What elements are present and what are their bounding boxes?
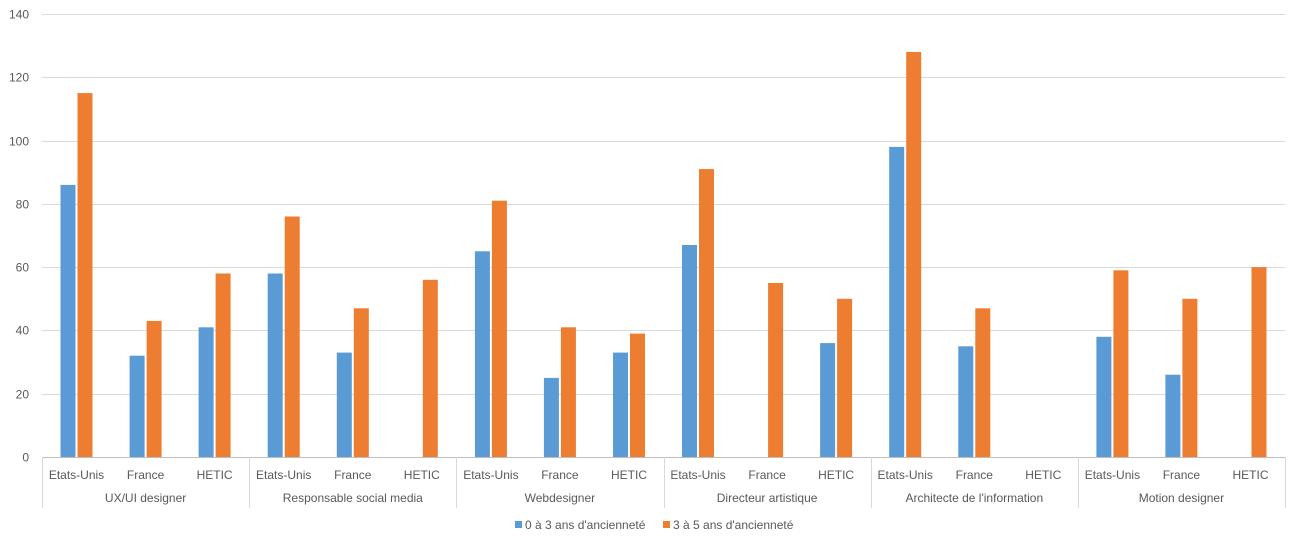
bar — [682, 245, 697, 457]
bar — [820, 343, 836, 457]
bar — [699, 169, 714, 457]
x-tick-label: Etats-Unis — [670, 468, 725, 482]
x-tick-label: France — [956, 468, 994, 482]
bar — [889, 146, 905, 457]
x-tick-label: France — [334, 468, 372, 482]
x-tick-label: France — [541, 468, 579, 482]
bar — [267, 273, 283, 457]
bar — [958, 346, 974, 458]
bar — [60, 184, 76, 457]
bar — [543, 377, 559, 457]
legend: 0 à 3 ans d'ancienneté 3 à 5 ans d'ancien… — [515, 518, 794, 532]
legend-swatch — [663, 521, 670, 528]
x-tick-label: HETIC — [611, 468, 647, 482]
bar — [284, 216, 300, 457]
y-tick-label: 40 — [16, 324, 30, 338]
bar — [613, 352, 628, 457]
legend-swatch — [515, 521, 522, 528]
bar — [975, 308, 991, 457]
x-tick-label: France — [1163, 468, 1201, 482]
bars — [60, 52, 1267, 458]
bar — [491, 200, 507, 457]
x-tick-label: Etats-Unis — [256, 468, 311, 482]
bar — [198, 327, 214, 457]
group-label: Responsable social media — [283, 491, 423, 505]
x-tick-label: HETIC — [1233, 468, 1269, 482]
bar — [1182, 298, 1198, 457]
x-tick-label: HETIC — [1025, 468, 1061, 482]
group-label: Motion designer — [1139, 491, 1224, 505]
bar — [560, 327, 576, 457]
y-tick-label: 80 — [16, 198, 30, 212]
group-label: Architecte de l'information — [905, 491, 1043, 505]
bar — [215, 273, 231, 457]
bar — [1096, 336, 1112, 457]
x-tick-label: Etats-Unis — [878, 468, 933, 482]
bar — [77, 93, 93, 457]
y-tick-label: 20 — [16, 388, 30, 402]
x-tick-label: Etats-Unis — [463, 468, 518, 482]
gridlines — [42, 14, 1285, 458]
bar — [1113, 270, 1129, 457]
bar — [353, 308, 369, 457]
y-tick-label: 60 — [16, 261, 30, 275]
y-tick-label: 120 — [9, 71, 29, 85]
bar — [474, 251, 490, 457]
x-tick-label: France — [127, 468, 165, 482]
bar — [630, 333, 645, 457]
group-label: UX/UI designer — [105, 491, 186, 505]
axes: 0 20 40 60 80 100 120 140 Etats-Unis France HETIC E… — [9, 8, 1286, 508]
y-tick-label: 0 — [22, 451, 29, 465]
bar — [837, 298, 853, 457]
legend-label: 3 à 5 ans d'ancienneté — [673, 518, 794, 532]
bar — [146, 320, 162, 457]
y-tick-label: 100 — [9, 135, 29, 149]
bar — [768, 283, 784, 457]
bar — [906, 52, 922, 457]
x-tick-label: Etats-Unis — [1085, 468, 1140, 482]
bar — [422, 279, 438, 457]
legend-label: 0 à 3 ans d'ancienneté — [525, 518, 646, 532]
x-tick-label: HETIC — [404, 468, 440, 482]
y-tick-label: 140 — [9, 8, 29, 22]
bar — [1165, 374, 1181, 457]
x-tick-label: HETIC — [818, 468, 854, 482]
x-tick-label: HETIC — [197, 468, 233, 482]
group-label: Webdesigner — [525, 491, 596, 505]
bar — [1251, 267, 1267, 457]
group-label: Directeur artistique — [717, 491, 818, 505]
x-tick-label: France — [748, 468, 786, 482]
x-tick-label: Etats-Unis — [49, 468, 104, 482]
bar — [336, 352, 352, 457]
bar — [129, 355, 145, 457]
